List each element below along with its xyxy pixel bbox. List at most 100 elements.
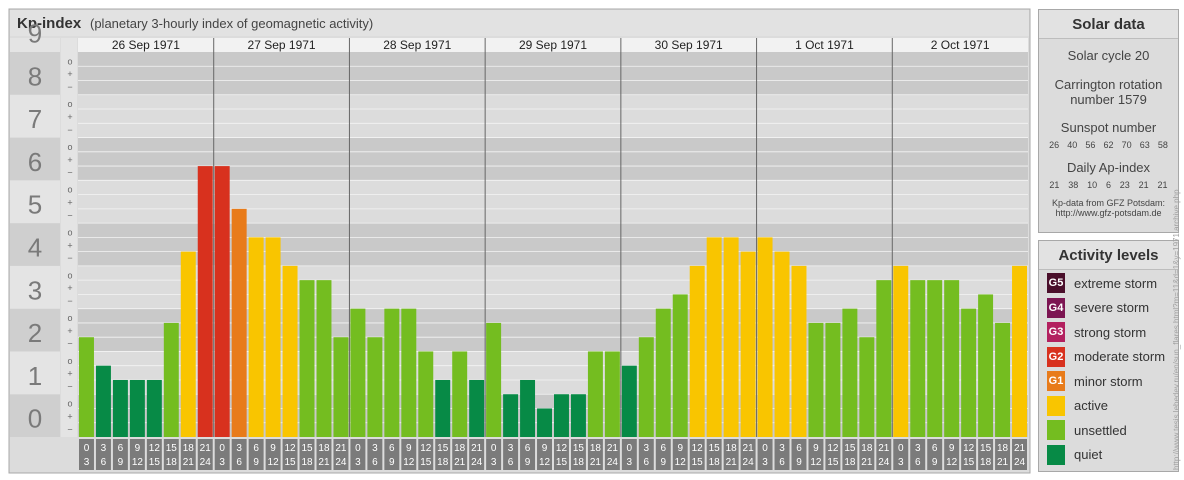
interval-start-label: 6 <box>796 443 802 454</box>
solar-data-panel: Solar data Solar cycle 20 Carrington rot… <box>1038 9 1179 233</box>
interval-end-label: 6 <box>508 457 514 468</box>
chart-subtitle: (planetary 3-hourly index of geomagnetic… <box>90 16 373 31</box>
interval-end-label: 6 <box>372 457 378 468</box>
interval-end-label: 18 <box>573 457 585 468</box>
interval-end-label: 15 <box>420 457 432 468</box>
interval-start-label: 12 <box>420 443 432 454</box>
interval-start-label: 3 <box>915 443 921 454</box>
legend-label: extreme storm <box>1074 275 1158 291</box>
interval-start-label: 15 <box>166 443 178 454</box>
interval-end-label: 9 <box>118 457 124 468</box>
ap-value: 38 <box>1068 180 1079 190</box>
interval-end-label: 18 <box>437 457 449 468</box>
interval-end-label: 9 <box>660 457 666 468</box>
legend-label: moderate storm <box>1074 349 1166 364</box>
interval-start-label: 0 <box>355 443 361 454</box>
interval-cell <box>418 439 434 470</box>
ap-value: 21 <box>1157 180 1168 190</box>
ap-value: 6 <box>1105 180 1111 190</box>
interval-end-label: 12 <box>132 457 144 468</box>
interval-start-label: 9 <box>542 443 548 454</box>
interval-start-label: 6 <box>253 443 259 454</box>
kp-bar <box>604 351 620 437</box>
interval-cell <box>944 439 960 470</box>
y-minor-label: + <box>67 411 72 421</box>
interval-end-label: 24 <box>200 457 212 468</box>
legend-item: G1 minor storm <box>1047 371 1143 391</box>
y-tick-label: 7 <box>28 104 42 134</box>
interval-end-label: 9 <box>932 457 938 468</box>
interval-start-label: 18 <box>861 443 873 454</box>
y-minor-label: − <box>67 296 72 306</box>
interval-end-label: 21 <box>590 457 602 468</box>
interval-start-label: 0 <box>762 443 768 454</box>
interval-cell <box>503 439 519 470</box>
y-minor-label: + <box>67 155 72 165</box>
carrington-line2: number 1579 <box>1070 92 1147 107</box>
kp-bar <box>282 265 298 437</box>
y-minor-label: − <box>67 424 72 434</box>
label-band-0 <box>10 394 60 437</box>
label-band-5 <box>10 180 60 224</box>
y-minor-label: o <box>67 185 72 195</box>
ap-value: 21 <box>1138 180 1149 190</box>
interval-start-label: 6 <box>932 443 938 454</box>
kp-bar <box>503 394 519 437</box>
interval-start-label: 15 <box>844 443 856 454</box>
interval-start-label: 3 <box>236 443 242 454</box>
carrington-line1: Carrington rotation <box>1054 77 1163 92</box>
interval-start-label: 0 <box>84 443 90 454</box>
legend-label: strong storm <box>1074 324 1147 340</box>
interval-cell <box>333 439 349 470</box>
kp-bar <box>876 280 892 437</box>
interval-cell <box>978 439 994 470</box>
y-minor-label: o <box>67 270 72 280</box>
kp-bar <box>554 394 569 437</box>
interval-start-label: 3 <box>779 443 785 454</box>
kp-bar <box>570 394 586 437</box>
y-minor-label: + <box>67 69 72 79</box>
kp-bar <box>825 322 841 437</box>
day-label: 27 Sep 1971 <box>248 38 316 52</box>
interval-end-label: 12 <box>268 457 280 468</box>
y-minor-label: + <box>67 198 72 208</box>
interval-cell <box>961 439 977 470</box>
legend-swatch <box>1047 444 1065 465</box>
interval-cell <box>825 439 841 470</box>
y-minor-label: o <box>67 56 72 66</box>
interval-start-label: 18 <box>726 443 738 454</box>
kp-bar <box>163 322 179 437</box>
label-band-8 <box>10 52 60 95</box>
kp-bar <box>79 337 94 437</box>
source-line2: http://www.gfz-potsdam.de <box>1055 208 1162 218</box>
y-tick-label: 1 <box>28 361 42 391</box>
interval-start-label: 15 <box>709 443 721 454</box>
interval-start-label: 12 <box>284 443 296 454</box>
interval-cell <box>655 439 671 470</box>
legend-swatch <box>1047 395 1065 416</box>
interval-end-label: 6 <box>236 457 242 468</box>
interval-cell <box>214 439 230 470</box>
kp-bar <box>621 365 637 437</box>
kp-bar <box>129 379 145 437</box>
interval-start-label: 21 <box>1014 443 1026 454</box>
interval-cell <box>231 439 247 470</box>
sunspot-label: Sunspot number <box>1060 120 1157 135</box>
y-minor-label: − <box>67 82 72 92</box>
sunspot-value: 58 <box>1157 140 1168 150</box>
interval-cell <box>876 439 892 470</box>
interval-start-label: 9 <box>949 443 955 454</box>
day-label: 1 Oct 1971 <box>795 38 854 52</box>
y-tick-label: 6 <box>28 147 42 177</box>
day-label: 26 Sep 1971 <box>112 38 180 52</box>
ap-value: 10 <box>1087 180 1098 190</box>
label-band-2 <box>10 308 60 352</box>
sunspot-value: 70 <box>1121 140 1132 150</box>
interval-end-label: 12 <box>675 457 687 468</box>
interval-start-label: 18 <box>454 443 466 454</box>
y-minor-label: o <box>67 228 72 238</box>
interval-end-label: 18 <box>709 457 721 468</box>
interval-cell <box>706 439 722 470</box>
kp-bar <box>299 280 315 437</box>
sunspot-value: 62 <box>1103 140 1114 150</box>
